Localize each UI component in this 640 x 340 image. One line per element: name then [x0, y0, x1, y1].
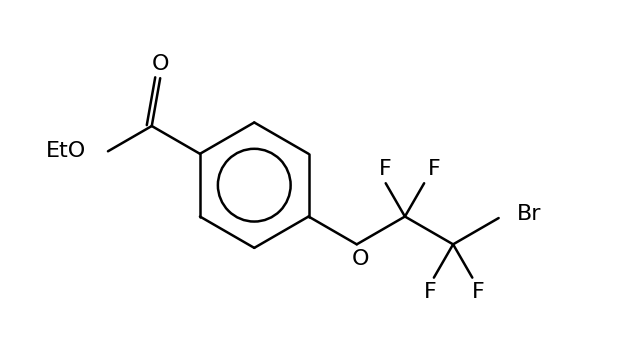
Text: Br: Br	[517, 204, 541, 224]
Text: O: O	[152, 54, 169, 74]
Text: F: F	[424, 282, 436, 302]
Text: F: F	[380, 159, 392, 179]
Text: F: F	[428, 159, 440, 179]
Text: O: O	[352, 249, 369, 269]
Text: EtO: EtO	[45, 141, 86, 161]
Text: F: F	[472, 282, 484, 302]
